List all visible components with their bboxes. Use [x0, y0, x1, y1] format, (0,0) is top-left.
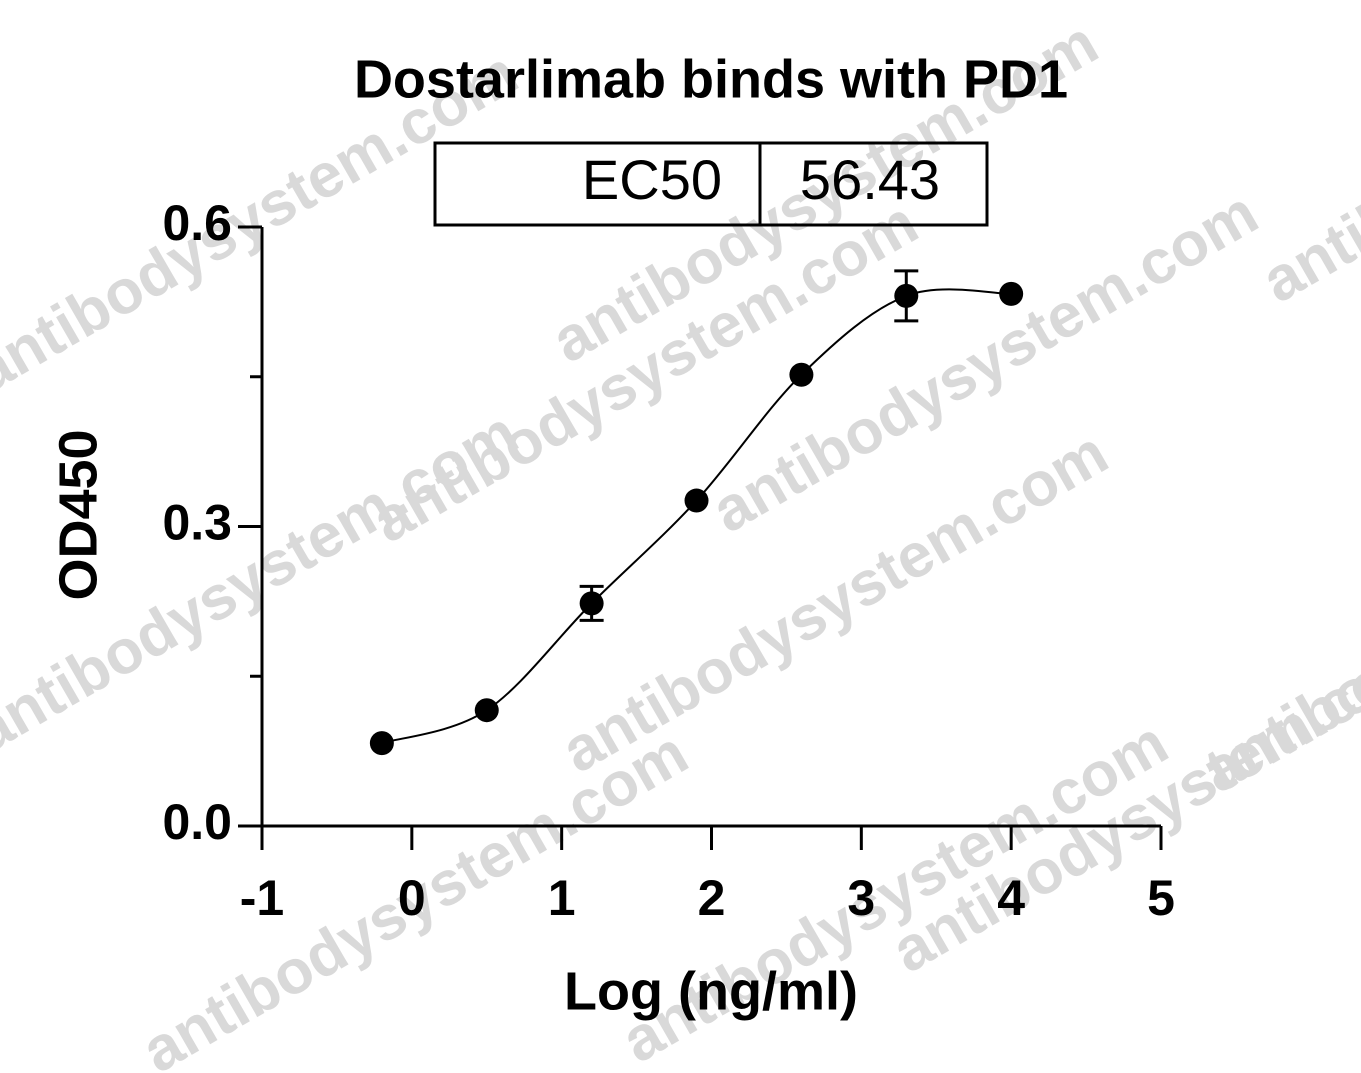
ec50-label: EC50	[582, 148, 722, 211]
y-tick-label: 0.3	[162, 495, 232, 551]
data-point	[474, 698, 499, 723]
watermark: antibodysystem.com	[361, 188, 930, 556]
x-tick-label: 1	[548, 870, 576, 926]
watermark: antibodysystem.com	[881, 618, 1361, 986]
x-axis-label: Log (ng/ml)	[564, 961, 858, 1021]
ec50-box	[433, 141, 989, 227]
y-tick-label: 0.6	[162, 195, 232, 251]
x-tick-label: 3	[847, 870, 875, 926]
chart-title: Dostarlimab binds with PD1	[354, 49, 1068, 109]
data-point	[579, 591, 604, 616]
data-point	[894, 283, 919, 308]
x-tick-label: -1	[240, 870, 284, 926]
ec50-value: 56.43	[800, 148, 940, 211]
y-tick-label: 0.0	[162, 794, 232, 850]
data-point	[684, 488, 709, 513]
x-tick-label: 0	[398, 870, 426, 926]
data-point	[999, 281, 1024, 306]
data-point	[369, 731, 394, 756]
data-point	[789, 362, 814, 387]
y-axis-label: OD450	[48, 429, 108, 600]
watermark: antibodysystem.com	[1251, 0, 1361, 316]
x-tick-label: 4	[997, 870, 1025, 926]
x-tick-label: 2	[698, 870, 726, 926]
x-tick-label: 5	[1147, 870, 1175, 926]
